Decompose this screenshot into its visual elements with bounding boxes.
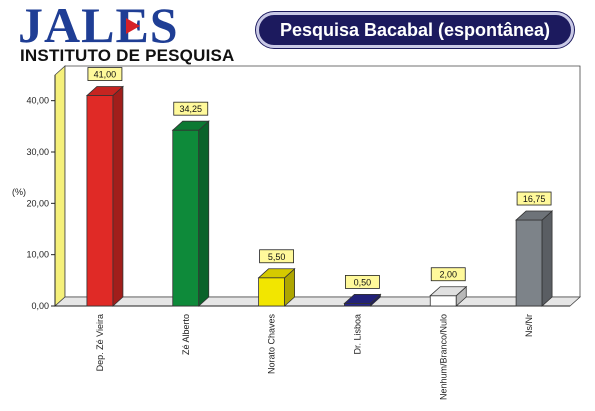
y-tick-label: 40,00 (26, 96, 49, 106)
data-label: 0,50 (354, 277, 372, 287)
bar-front (172, 129, 200, 307)
x-tick-label: Ns/Nr (524, 314, 534, 337)
bar-front (429, 295, 457, 307)
data-label-box (87, 67, 123, 81)
y-tick-label: 20,00 (26, 198, 49, 208)
chart-side-wall (54, 65, 66, 307)
x-tick-label: Dr. Lisboa (352, 314, 362, 355)
y-tick-label: 30,00 (26, 147, 49, 157)
bar-front (86, 95, 114, 307)
data-label: 16,75 (523, 194, 546, 204)
data-label-box (173, 101, 209, 116)
bar-front (515, 219, 543, 307)
bar-side (541, 210, 553, 307)
bar-side (198, 120, 210, 307)
x-tick-label: Nenhum/Branco/Nulo (438, 314, 448, 400)
bar-top (85, 86, 124, 96)
data-label: 34,25 (179, 104, 202, 114)
y-tick-label: 0,00 (31, 301, 49, 311)
data-label: 41,00 (94, 70, 117, 80)
y-axis-label: (%) (12, 187, 26, 197)
data-label: 5,50 (268, 252, 286, 262)
y-tick-label: 10,00 (26, 250, 49, 260)
bar-top (343, 294, 382, 304)
data-label-box (345, 275, 380, 289)
bar-top (257, 268, 296, 279)
data-label-box (259, 249, 294, 264)
chart-title: Pesquisa Bacabal (espontânea) (256, 12, 574, 48)
bar-front (258, 277, 285, 307)
data-label: 2,00 (439, 270, 457, 280)
bar-side (112, 85, 124, 307)
chart-floor (53, 296, 582, 307)
logo-subtitle: INSTITUTO DE PESQUISA (20, 46, 235, 65)
logo-flag-icon (126, 18, 140, 34)
bar-top (429, 286, 468, 297)
x-tick-label: Dep. Zé Vieira (95, 314, 105, 371)
bar-top (515, 210, 554, 221)
data-label-box (430, 267, 466, 282)
logo-brand: JALES (18, 0, 179, 53)
bar-top (171, 120, 210, 131)
x-tick-label: Norato Chaves (267, 314, 277, 375)
x-tick-label: Zé Alberto (181, 314, 191, 355)
chart-back-wall (64, 65, 581, 298)
jales-logo: JALES INSTITUTO DE PESQUISA (18, 0, 248, 65)
data-label-box (516, 191, 552, 206)
